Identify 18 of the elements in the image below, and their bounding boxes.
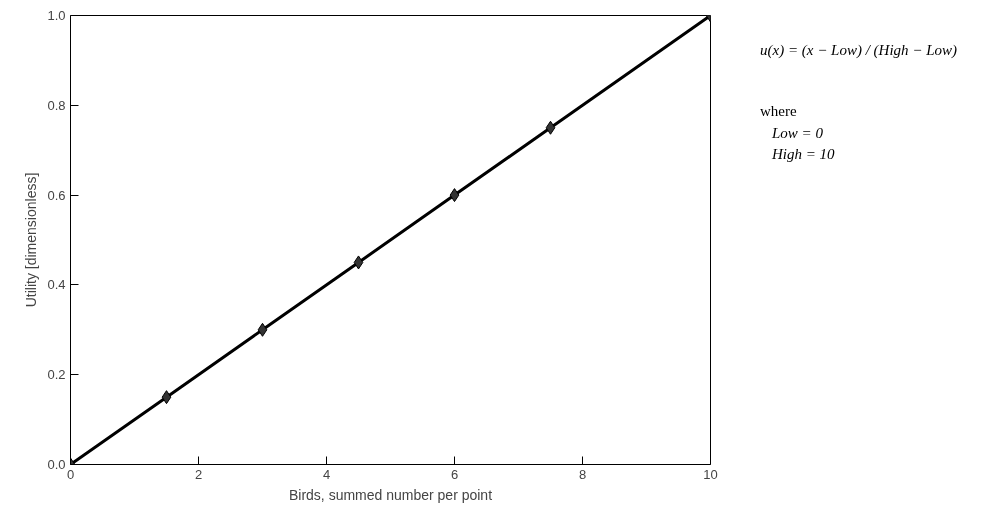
x-tick-label: 2 bbox=[194, 466, 203, 482]
y-tick-label: 1.0 bbox=[47, 8, 66, 23]
text: Low = 0 bbox=[772, 123, 824, 143]
y-tick-label: 0.0 bbox=[47, 457, 66, 472]
text: High = 10 bbox=[772, 145, 836, 165]
text: where bbox=[760, 102, 798, 122]
x-tick-label: 10 bbox=[703, 466, 718, 482]
y-tick-label: 0.2 bbox=[47, 367, 66, 383]
y-tick-label: 0.6 bbox=[47, 187, 66, 203]
x-tick-label: 4 bbox=[322, 466, 331, 482]
text: u(x) = (x − Low) / (High − Low) bbox=[760, 41, 958, 60]
x-axis-title: Birds, summed number per point bbox=[288, 486, 493, 503]
x-tick-label: 8 bbox=[578, 466, 587, 482]
x-tick-label: 0 bbox=[66, 466, 75, 482]
x-tick-label: 6 bbox=[450, 466, 459, 482]
y-axis-title: Utility [dimensionless] bbox=[23, 172, 40, 308]
y-tick-label: 0.4 bbox=[47, 277, 66, 293]
y-tick-label: 0.8 bbox=[47, 97, 66, 113]
